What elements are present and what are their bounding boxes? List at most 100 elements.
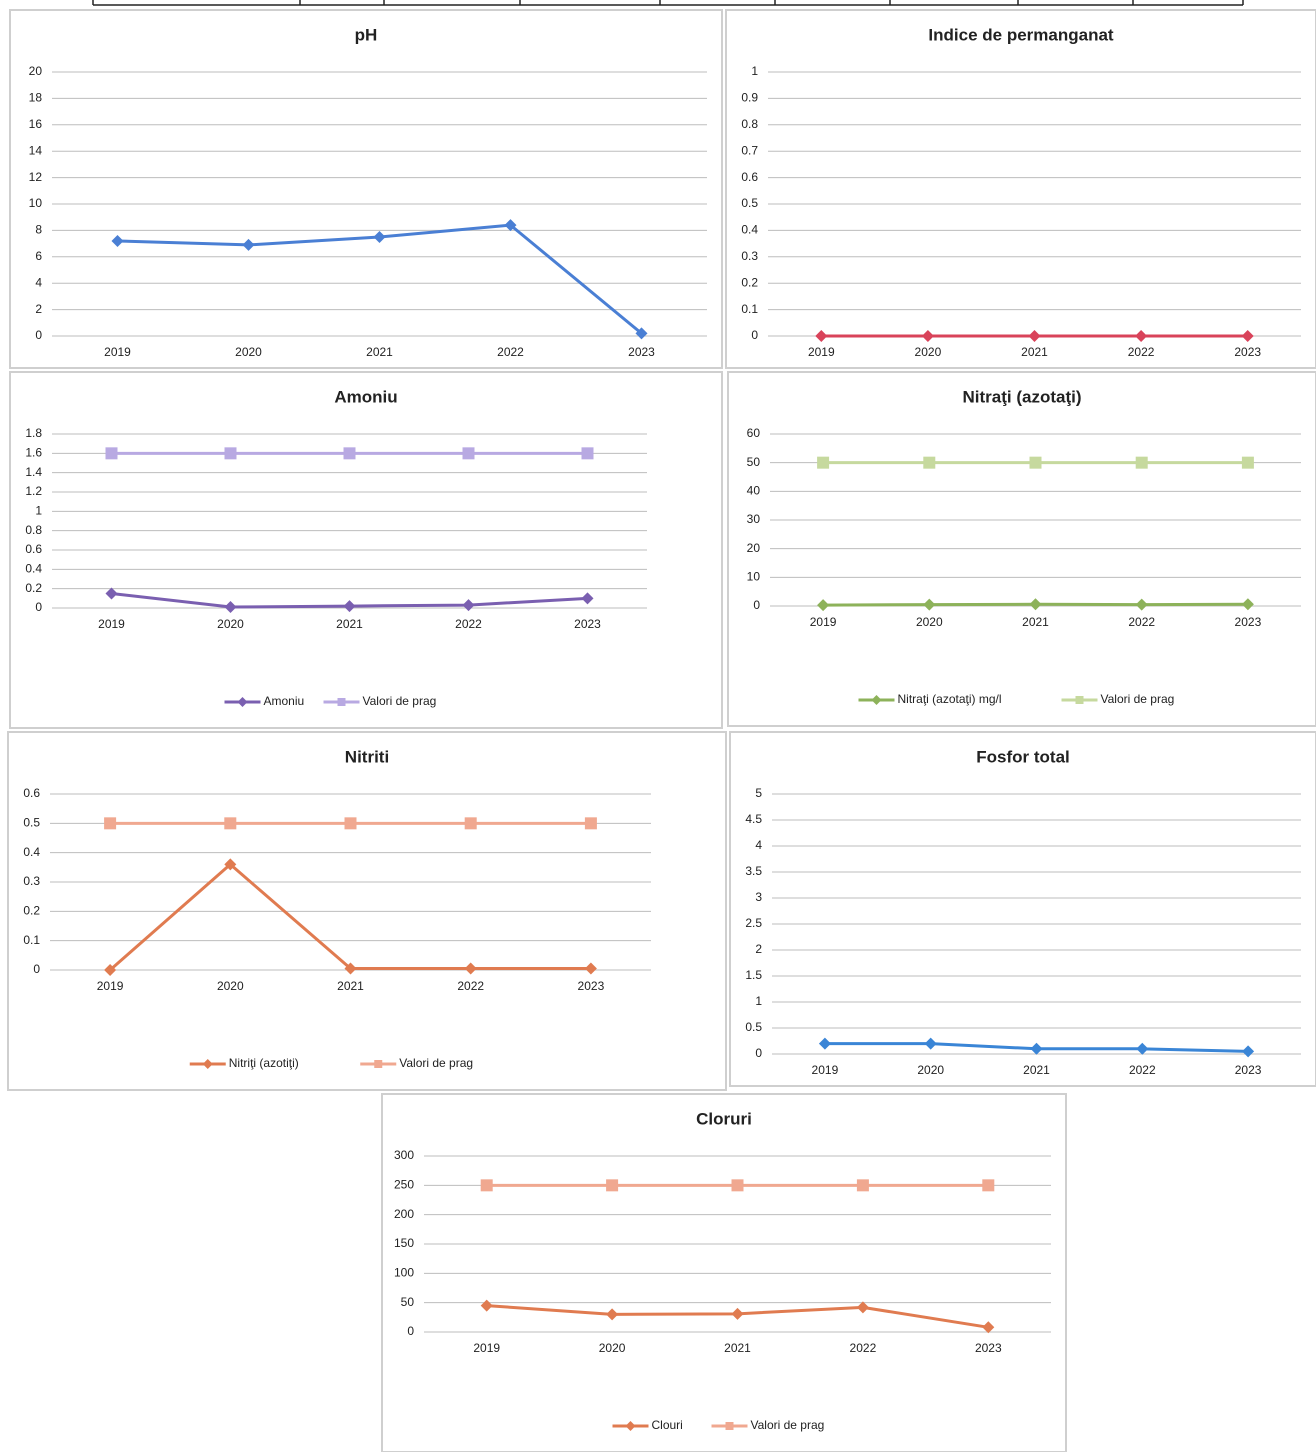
marker: [462, 447, 475, 460]
y-tick-label: 0: [751, 328, 758, 342]
y-tick-label: 150: [394, 1236, 414, 1250]
y-tick-label: 0.7: [741, 143, 758, 157]
table-remnant: [92, 0, 1244, 6]
y-tick-label: 50: [747, 455, 761, 469]
y-tick-label: 0.1: [741, 302, 758, 316]
x-tick-label: 2019: [810, 615, 837, 629]
y-tick-label: 60: [747, 426, 761, 440]
x-tick-label: 2020: [217, 979, 244, 993]
x-tick-label: 2022: [457, 979, 484, 993]
y-tick-label: 0.3: [741, 249, 758, 263]
x-tick-label: 2021: [337, 979, 364, 993]
y-tick-label: 1.5: [745, 968, 762, 982]
marker: [504, 219, 517, 232]
x-tick-label: 2019: [808, 345, 835, 359]
marker: [635, 327, 648, 340]
chart-title: Nitriti: [345, 747, 389, 766]
x-tick-label: 2022: [1129, 1063, 1156, 1077]
x-tick-label: 2020: [917, 1063, 944, 1077]
y-tick-label: 1.6: [25, 446, 42, 460]
y-tick-label: 0: [755, 1046, 762, 1060]
marker: [344, 817, 357, 830]
y-tick-label: 1.2: [25, 484, 42, 498]
marker: [1028, 330, 1041, 342]
y-tick-label: 1.4: [25, 465, 42, 479]
marker: [224, 817, 237, 830]
x-tick-label: 2019: [97, 979, 124, 993]
x-tick-label: 2020: [916, 615, 943, 629]
y-tick-label: 1: [755, 994, 762, 1008]
legend-label: Amoniu: [264, 694, 305, 708]
chart-title: Nitraţi (azotaţi): [963, 387, 1082, 406]
marker: [817, 456, 830, 469]
x-tick-label: 2021: [1023, 1063, 1050, 1077]
chart-title: Cloruri: [696, 1109, 752, 1128]
y-tick-label: 1: [751, 64, 758, 78]
marker: [1075, 696, 1084, 704]
legend-label: Nitraţi (azotaţi) mg/l: [898, 692, 1002, 706]
marker: [343, 447, 356, 460]
y-tick-label: 0: [35, 328, 42, 342]
marker: [480, 1299, 493, 1312]
y-tick-label: 3.5: [745, 864, 762, 878]
marker: [725, 1422, 734, 1430]
marker: [104, 964, 117, 976]
x-tick-label: 2020: [235, 345, 262, 359]
marker: [1136, 1042, 1149, 1055]
x-tick-label: 2019: [812, 1063, 839, 1077]
legend-label: Valori de prag: [1101, 692, 1175, 706]
y-tick-label: 18: [29, 91, 43, 105]
marker: [584, 962, 597, 975]
marker: [1241, 598, 1254, 611]
x-tick-label: 2021: [1021, 345, 1048, 359]
y-tick-label: 4.5: [745, 812, 762, 826]
x-tick-label: 2021: [366, 345, 393, 359]
x-tick-label: 2019: [104, 345, 131, 359]
marker: [224, 858, 237, 871]
y-tick-label: 4: [35, 275, 42, 289]
marker: [1135, 598, 1148, 611]
y-tick-label: 20: [747, 541, 761, 555]
y-tick-label: 0.1: [23, 933, 40, 947]
y-tick-label: 0: [753, 598, 760, 612]
marker: [344, 962, 357, 975]
chart-box: [729, 731, 1316, 1087]
marker: [464, 817, 477, 830]
marker: [606, 1179, 619, 1192]
x-tick-label: 2023: [975, 1341, 1002, 1355]
y-tick-label: 100: [394, 1266, 414, 1280]
marker: [1030, 1042, 1043, 1055]
x-tick-label: 2021: [724, 1341, 751, 1355]
chart-title: pH: [355, 25, 378, 44]
marker: [480, 1179, 493, 1192]
marker: [923, 456, 936, 469]
marker: [584, 817, 597, 830]
legend-label: Valori de prag: [363, 694, 437, 708]
marker: [1029, 456, 1042, 469]
x-tick-label: 2022: [1128, 345, 1155, 359]
y-tick-label: 0: [33, 962, 40, 976]
marker: [924, 1037, 937, 1050]
marker: [111, 234, 124, 247]
marker: [923, 598, 936, 611]
marker: [224, 447, 237, 460]
marker: [337, 698, 346, 706]
y-tick-label: 0.6: [23, 786, 40, 800]
y-tick-label: 0.2: [25, 581, 42, 595]
y-tick-label: 3: [755, 890, 762, 904]
y-tick-label: 0.6: [25, 542, 42, 556]
marker: [871, 695, 882, 705]
marker: [1135, 330, 1148, 342]
marker: [581, 592, 594, 605]
x-tick-label: 2022: [850, 1341, 877, 1355]
marker: [1242, 1045, 1255, 1058]
marker: [815, 330, 828, 342]
marker: [606, 1308, 619, 1321]
y-tick-label: 2.5: [745, 916, 762, 930]
x-tick-label: 2020: [599, 1341, 626, 1355]
marker: [464, 962, 477, 975]
y-tick-label: 0.4: [23, 845, 40, 859]
marker: [982, 1179, 995, 1192]
marker: [104, 817, 117, 830]
y-tick-label: 10: [747, 570, 761, 584]
